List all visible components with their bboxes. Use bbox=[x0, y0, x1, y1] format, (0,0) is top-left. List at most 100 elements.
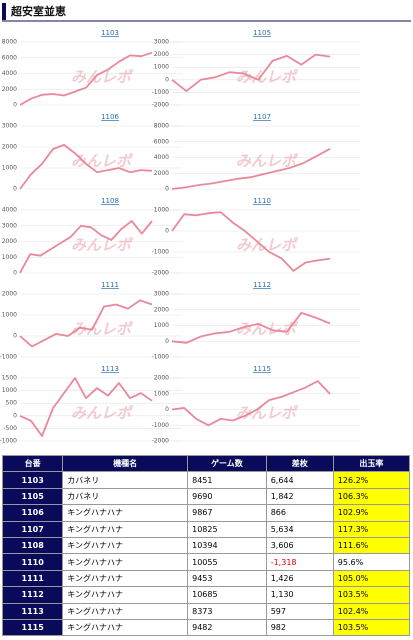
machine-number: 1112 bbox=[1, 586, 64, 604]
series-line bbox=[171, 53, 331, 92]
y-tick-label: 0 bbox=[165, 186, 169, 193]
y-tick-label: 500 bbox=[6, 400, 18, 407]
header-row: 台番 機種名 ゲーム数 差枚 出玉率 bbox=[1, 454, 411, 473]
difference: -1,318 bbox=[265, 553, 334, 571]
payout-rate: 106.3% bbox=[332, 487, 411, 506]
chart-title-link[interactable]: 1115 bbox=[253, 365, 271, 373]
y-tick-label: -1000 bbox=[0, 354, 17, 361]
machine-name: キングハナハナ bbox=[62, 569, 189, 588]
machine-number: 1115 bbox=[1, 618, 64, 637]
machine-name: カバネリ bbox=[62, 487, 189, 506]
watermark: みんレポ bbox=[71, 152, 134, 170]
y-tick-label: 0 bbox=[165, 406, 169, 413]
header-bar bbox=[2, 3, 6, 20]
machine-name: キングハナハナ bbox=[62, 504, 189, 522]
result-table: 台番 機種名 ゲーム数 差枚 出玉率 1103 カバネリ 8451 6,644 126.2% 110… bbox=[1, 454, 411, 637]
table-row: 1103 カバネリ 8451 6,644 126.2% bbox=[1, 471, 411, 489]
machine-number: 1103 bbox=[1, 471, 64, 489]
chart-title-link[interactable]: 1108 bbox=[101, 197, 119, 205]
chart-title-link[interactable]: 1107 bbox=[253, 113, 271, 121]
table-row: 1111 キングハナハナ 9453 1,426 105.0% bbox=[1, 569, 411, 588]
column-header: 差枚 bbox=[265, 454, 334, 473]
y-tick-label: 0 bbox=[165, 338, 169, 345]
chart-title-link[interactable]: 1106 bbox=[101, 113, 119, 121]
y-tick-label: -1000 bbox=[152, 354, 170, 361]
y-tick-label: 1000 bbox=[2, 312, 17, 319]
y-tick-label: 2000 bbox=[154, 306, 169, 313]
chart-title-link[interactable]: 1111 bbox=[101, 281, 119, 289]
payout-rate: 103.5% bbox=[332, 618, 411, 637]
y-tick-label: 8000 bbox=[2, 39, 17, 46]
y-tick-label: 1000 bbox=[154, 207, 169, 214]
table-row: 1110 キングハナハナ 10055 -1,318 95.6% bbox=[1, 553, 411, 571]
y-tick-label: -2000 bbox=[152, 438, 170, 445]
machine-name: キングハナハナ bbox=[62, 553, 189, 571]
y-tick-label: -1000 bbox=[152, 422, 170, 429]
machine-name: キングハナハナ bbox=[62, 586, 189, 604]
y-tick-label: 2000 bbox=[2, 86, 17, 93]
game-count: 10394 bbox=[187, 536, 267, 555]
watermark: みんレポ bbox=[71, 320, 134, 338]
y-tick-label: 0 bbox=[13, 270, 17, 277]
y-tick-label: 1500 bbox=[2, 375, 17, 382]
y-tick-label: 2000 bbox=[2, 238, 17, 245]
y-tick-label: 6000 bbox=[154, 138, 169, 145]
machine-number: 1107 bbox=[1, 520, 64, 538]
chart-title-link[interactable]: 1105 bbox=[253, 29, 271, 37]
payout-rate: 126.2% bbox=[332, 471, 411, 489]
y-tick-label: 0 bbox=[13, 186, 17, 193]
y-tick-label: 0 bbox=[13, 412, 17, 419]
difference: 3,606 bbox=[265, 536, 334, 555]
difference: 1,130 bbox=[265, 586, 334, 604]
difference: 1,426 bbox=[265, 569, 334, 588]
payout-rate: 102.9% bbox=[332, 504, 411, 522]
machine-name: キングハナハナ bbox=[62, 602, 189, 620]
table-row: 1106 キングハナハナ 9867 866 102.9% bbox=[1, 504, 411, 522]
charts: 超安室並恵 1103 0 2000 4000 6000 8000 みんレポ 1105 -2000… bbox=[0, 3, 411, 445]
series-line bbox=[19, 377, 153, 437]
machine-number: 1113 bbox=[1, 602, 64, 620]
watermark: みんレポ bbox=[71, 236, 134, 254]
y-tick-label: 0 bbox=[13, 102, 17, 109]
y-tick-label: 0 bbox=[13, 333, 17, 340]
y-tick-label: 1000 bbox=[2, 165, 17, 172]
chart-title-link[interactable]: 1112 bbox=[253, 281, 271, 289]
table-row: 1113 キングハナハナ 8373 597 102.4% bbox=[1, 602, 411, 620]
payout-rate: 103.5% bbox=[332, 586, 411, 604]
table-row: 1107 キングハナハナ 10825 5,634 117.3% bbox=[1, 520, 411, 538]
chart-title-link[interactable]: 1110 bbox=[253, 197, 271, 205]
table-row: 1105 カバネリ 9690 1,842 106.3% bbox=[1, 487, 411, 506]
chart-title-link[interactable]: 1103 bbox=[101, 29, 119, 37]
y-tick-label: -1000 bbox=[152, 89, 170, 96]
difference: 5,634 bbox=[265, 520, 334, 538]
chart-title-link[interactable]: 1113 bbox=[101, 365, 119, 373]
y-tick-label: 2000 bbox=[154, 170, 169, 177]
game-count: 9482 bbox=[187, 618, 267, 637]
machine-number: 1110 bbox=[1, 553, 64, 571]
table-row: 1108 キングハナハナ 10394 3,606 111.6% bbox=[1, 536, 411, 555]
watermark: みんレポ bbox=[236, 404, 299, 422]
series-line bbox=[171, 380, 331, 427]
y-tick-label: 1000 bbox=[154, 322, 169, 329]
series-line bbox=[171, 311, 331, 344]
payout-rate: 102.4% bbox=[332, 602, 411, 620]
machine-name: キングハナハナ bbox=[62, 536, 189, 555]
difference: 866 bbox=[265, 504, 334, 522]
game-count: 9690 bbox=[187, 487, 267, 506]
y-tick-label: 3000 bbox=[154, 291, 169, 298]
y-tick-label: 8000 bbox=[154, 123, 169, 130]
y-tick-label: 1000 bbox=[154, 390, 169, 397]
y-tick-label: 2000 bbox=[154, 51, 169, 58]
y-tick-label: 4000 bbox=[2, 207, 17, 214]
watermark: みんレポ bbox=[236, 68, 299, 86]
difference: 6,644 bbox=[265, 471, 334, 489]
machine-number: 1108 bbox=[1, 536, 64, 555]
y-tick-label: 3000 bbox=[2, 222, 17, 229]
table-row: 1115 キングハナハナ 9482 982 103.5% bbox=[1, 618, 411, 637]
watermark: みんレポ bbox=[236, 236, 299, 254]
y-tick-label: 1000 bbox=[154, 64, 169, 71]
game-count: 10055 bbox=[187, 553, 267, 571]
difference: 982 bbox=[265, 618, 334, 637]
column-header: 台番 bbox=[1, 454, 64, 473]
series-line bbox=[19, 299, 153, 348]
